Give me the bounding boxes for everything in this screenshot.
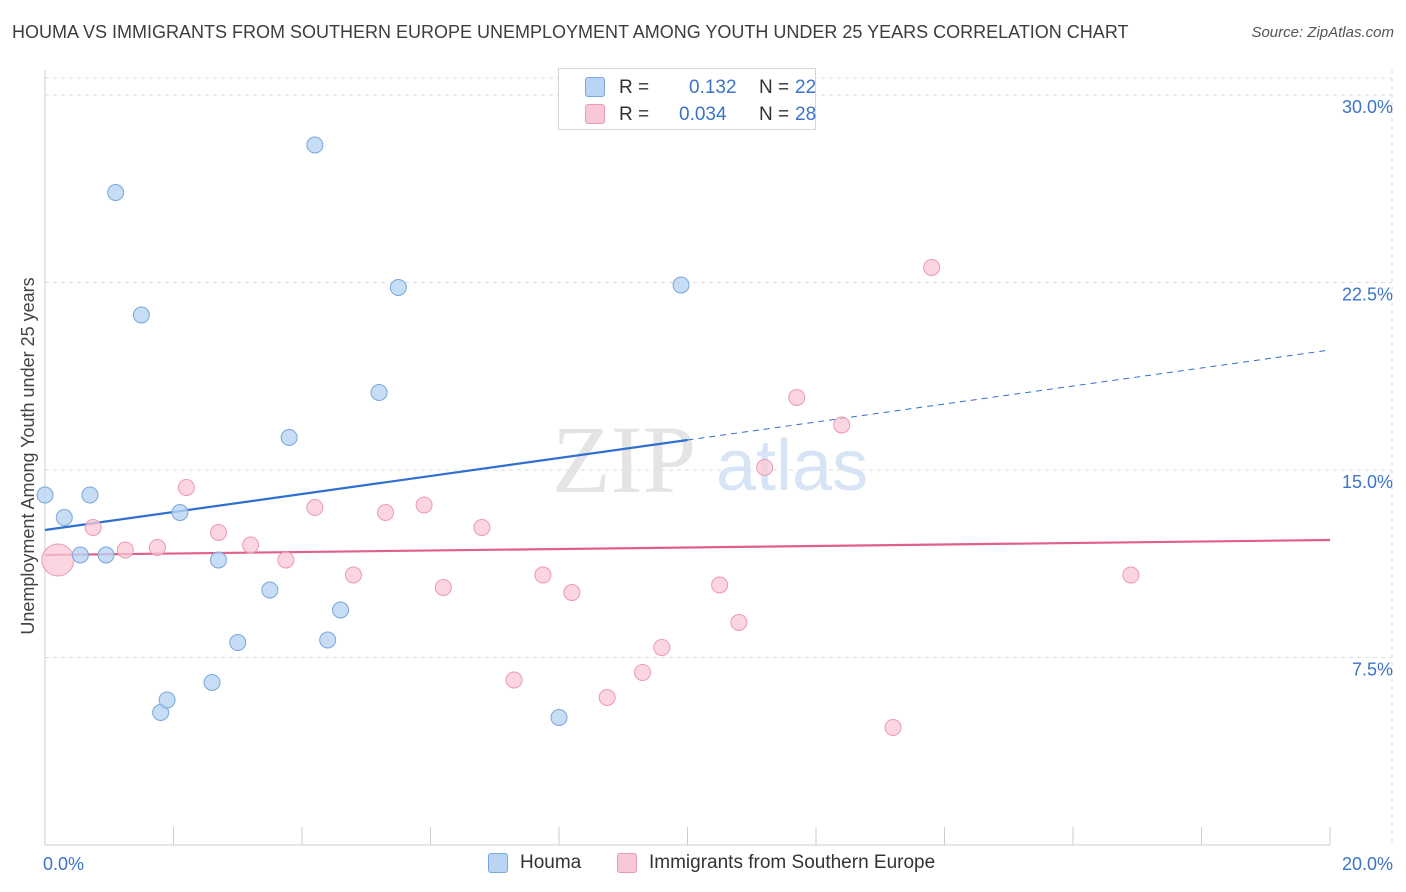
immigrants-point xyxy=(377,504,395,521)
houma-swatch xyxy=(585,77,605,97)
points-layer xyxy=(36,136,1140,736)
houma-point xyxy=(280,429,298,446)
immigrants-point xyxy=(730,614,748,631)
immigrants-point xyxy=(434,579,452,596)
y-axis-label: Unemployment Among Youth under 25 years xyxy=(18,277,38,634)
houma-r-value: 0.132 xyxy=(689,77,737,98)
immigrants-n-label: N = xyxy=(759,104,790,125)
houma-point xyxy=(158,691,176,709)
immigrants-point xyxy=(277,551,295,569)
immigrants-point xyxy=(756,459,774,476)
watermark-atlas: atlas xyxy=(716,426,868,506)
houma-r-label: R = xyxy=(619,77,650,98)
immigrants-point xyxy=(41,543,75,577)
immigrants-point xyxy=(711,576,729,594)
immigrants-point xyxy=(634,664,652,681)
houma-trend-line xyxy=(44,438,688,532)
houma-point xyxy=(319,631,337,649)
immigrants-point xyxy=(415,496,433,514)
houma-point xyxy=(36,486,54,504)
houma-point xyxy=(550,709,568,726)
trend-layer xyxy=(44,349,1331,557)
immigrants-legend-swatch xyxy=(617,853,637,873)
houma-point xyxy=(229,634,247,651)
houma-point xyxy=(389,279,407,296)
houma-point xyxy=(55,509,73,526)
immigrants-point xyxy=(598,689,616,706)
immigrants-point xyxy=(788,389,806,406)
immigrants-point xyxy=(653,639,671,656)
houma-legend-swatch xyxy=(488,853,508,873)
immigrants-swatch xyxy=(585,104,605,124)
y-tick-label-2: 22.5% xyxy=(1342,285,1393,305)
watermark-zip: ZIP xyxy=(552,406,696,513)
immigrants-point xyxy=(833,416,851,434)
y-tick-label-0: 7.5% xyxy=(1352,660,1393,680)
immigrants-trend-line xyxy=(44,538,1331,557)
houma-n-value: 22 xyxy=(795,77,817,98)
immigrants-n-value: 28 xyxy=(795,104,817,125)
immigrants-point xyxy=(1122,566,1140,584)
houma-point xyxy=(261,581,279,599)
immigrants-point xyxy=(923,259,941,276)
houma-point xyxy=(97,546,115,564)
immigrants-legend-label: Immigrants from Southern Europe xyxy=(649,852,936,873)
x-tick-label-0: 0.0% xyxy=(43,854,84,874)
houma-point xyxy=(209,551,227,569)
chart-title: HOUMA VS IMMIGRANTS FROM SOUTHERN EUROPE… xyxy=(12,22,1129,42)
immigrants-point xyxy=(116,541,134,559)
immigrants-point xyxy=(884,719,902,736)
immigrants-point xyxy=(177,479,195,496)
houma-trend-extension xyxy=(687,349,1331,441)
houma-point xyxy=(171,504,189,521)
axis-layer: 7.5% 15.0% 22.5% 30.0% 0.0% 20.0% xyxy=(43,70,1393,874)
houma-point xyxy=(203,674,221,691)
grid-layer xyxy=(45,70,1393,845)
houma-point xyxy=(332,601,350,619)
houma-point xyxy=(672,276,690,294)
immigrants-point xyxy=(534,566,552,584)
immigrants-point xyxy=(563,584,581,601)
immigrants-point xyxy=(148,539,166,556)
houma-n-label: N = xyxy=(759,77,790,98)
immigrants-point xyxy=(473,519,491,536)
immigrants-point xyxy=(209,524,227,541)
houma-point xyxy=(370,384,388,401)
immigrants-point xyxy=(84,519,102,536)
immigrants-r-value: 0.034 xyxy=(679,104,727,125)
immigrants-point xyxy=(242,536,260,554)
immigrants-point xyxy=(306,499,324,516)
houma-point xyxy=(71,546,89,564)
immigrants-point xyxy=(505,671,523,689)
watermark: ZIP atlas xyxy=(552,406,868,513)
houma-point xyxy=(81,486,99,504)
y-tick-label-1: 15.0% xyxy=(1342,472,1393,492)
correlation-legend: R = 0.132 N = 22 R = 0.034 N = 28 xyxy=(558,68,816,130)
houma-legend-label: Houma xyxy=(520,852,582,873)
x-tick-label-1: 20.0% xyxy=(1342,854,1393,874)
source-label: Source: ZipAtlas.com xyxy=(1251,24,1394,41)
houma-point xyxy=(306,136,324,154)
houma-point xyxy=(107,184,125,201)
immigrants-point xyxy=(344,566,362,584)
y-tick-label-3: 30.0% xyxy=(1342,97,1393,117)
houma-point xyxy=(132,306,150,324)
immigrants-r-label: R = xyxy=(619,104,650,125)
